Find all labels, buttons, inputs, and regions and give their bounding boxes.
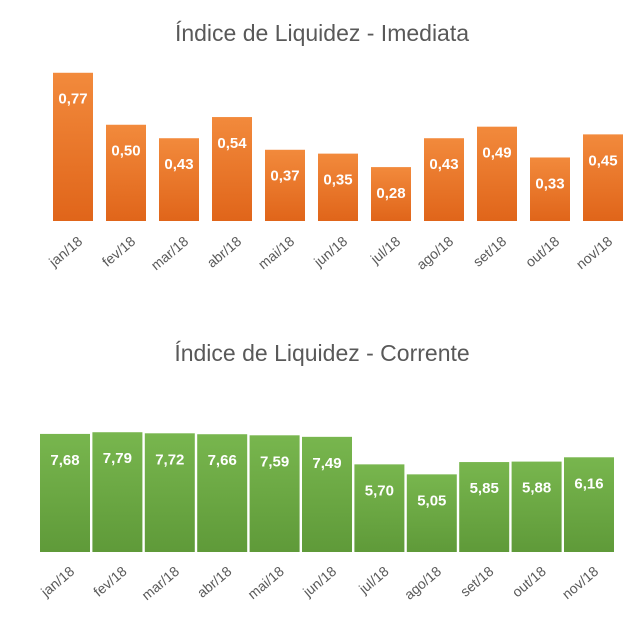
bar — [354, 464, 405, 552]
value-label: 0,54 — [217, 135, 247, 152]
x-tick-label: mar/18 — [148, 233, 192, 273]
x-tick-label: nov/18 — [559, 563, 602, 602]
x-tick-label: mai/18 — [244, 563, 287, 602]
value-label: 0,43 — [429, 156, 458, 173]
x-tick-label: fev/18 — [99, 233, 139, 270]
x-tick-label: set/18 — [457, 563, 497, 600]
bar — [302, 436, 352, 552]
bar — [318, 153, 358, 221]
value-label: 0,28 — [376, 185, 405, 202]
bar — [477, 126, 517, 221]
value-label: 0,33 — [535, 175, 564, 192]
x-tick-label: jun/18 — [299, 563, 339, 601]
value-label: 7,79 — [103, 450, 132, 467]
value-label: 0,35 — [323, 172, 352, 189]
bar — [212, 117, 252, 221]
value-label: 7,72 — [155, 451, 184, 468]
x-tick-label: out/18 — [522, 233, 562, 270]
x-tick-label: jan/18 — [37, 563, 77, 601]
bar — [144, 433, 195, 552]
x-tick-label: set/18 — [470, 233, 510, 270]
chart-title: Índice de Liquidez - Corrente — [174, 340, 469, 366]
x-tick-label: mar/18 — [138, 563, 182, 603]
x-tick-label: nov/18 — [573, 233, 616, 272]
x-tick-label: jul/18 — [367, 233, 404, 268]
x-tick-label: mai/18 — [255, 233, 298, 272]
bar — [424, 138, 464, 221]
bar — [53, 72, 93, 222]
bar — [197, 434, 248, 552]
value-label: 0,45 — [588, 152, 617, 169]
value-label: 5,85 — [470, 480, 499, 497]
x-tick-label: jan/18 — [45, 233, 85, 271]
value-label: 6,16 — [574, 475, 603, 492]
value-label: 0,43 — [164, 156, 193, 173]
bar — [106, 124, 146, 221]
bar — [371, 167, 411, 221]
bar — [159, 138, 199, 221]
x-tick-label: ago/18 — [401, 563, 444, 603]
x-tick-label: ago/18 — [413, 233, 456, 273]
value-label: 5,88 — [522, 480, 551, 497]
bar — [564, 457, 614, 552]
bar — [265, 149, 305, 221]
bar — [530, 157, 570, 221]
value-label: 0,49 — [482, 145, 511, 162]
bar — [40, 433, 90, 552]
value-label: 0,37 — [270, 168, 299, 185]
bar — [459, 462, 510, 552]
x-tick-label: jul/18 — [355, 563, 392, 598]
bar — [92, 432, 143, 552]
value-label: 5,70 — [365, 482, 394, 499]
bar — [406, 474, 457, 552]
value-label: 7,66 — [208, 452, 237, 469]
bar — [249, 435, 300, 552]
value-label: 0,77 — [58, 91, 87, 108]
value-label: 7,59 — [260, 453, 289, 470]
bar — [583, 134, 623, 221]
x-tick-label: out/18 — [509, 563, 549, 600]
value-label: 5,05 — [417, 492, 446, 509]
chart-title: Índice de Liquidez - Imediata — [175, 20, 469, 46]
bar — [511, 461, 562, 552]
x-tick-label: abr/18 — [204, 233, 245, 271]
value-label: 0,50 — [111, 143, 140, 160]
value-label: 7,68 — [50, 452, 79, 469]
x-tick-label: jun/18 — [310, 233, 350, 271]
x-tick-label: abr/18 — [194, 563, 235, 601]
value-label: 7,49 — [312, 455, 341, 472]
x-tick-label: fev/18 — [90, 563, 130, 600]
